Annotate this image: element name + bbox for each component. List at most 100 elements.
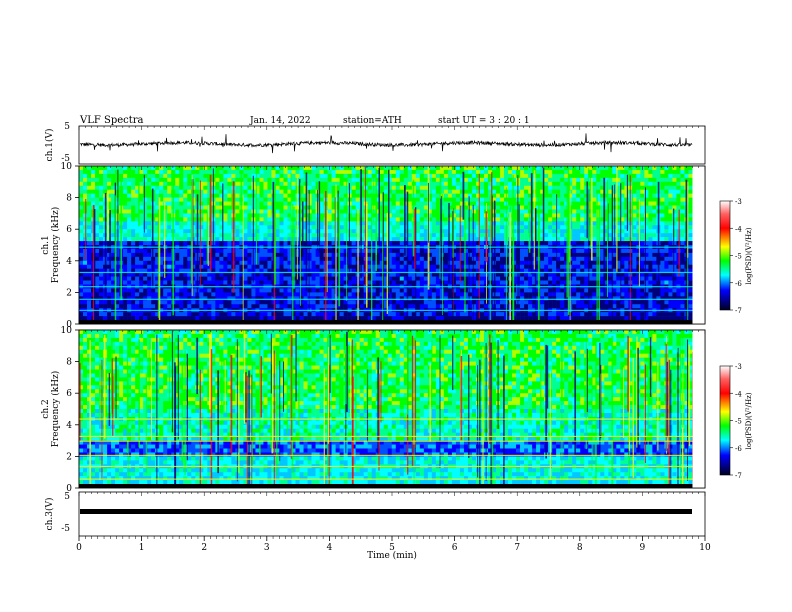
ch1-spec-cell: [155, 169, 160, 175]
ch1-spec-cell: [199, 237, 204, 242]
ch1-spec-cell: [500, 209, 505, 214]
ch1-spec-cell: [291, 292, 296, 297]
ch1-spec-cell: [235, 197, 240, 202]
ch1-spec-cell: [664, 189, 669, 194]
ch1-spec-cell: [163, 177, 168, 183]
ch1-spec-cell: [247, 229, 252, 234]
ch1-spec-cell: [243, 205, 248, 210]
ch1-spec-cell: [267, 260, 272, 266]
ch1-spec-cell: [191, 221, 196, 226]
ch1-spec-cell: [139, 237, 144, 242]
ch1-spec-cell: [395, 166, 401, 171]
ch1-spec-cell: [179, 189, 184, 194]
ch1-spec-cell: [283, 225, 288, 230]
ch1-spec-cell: [123, 264, 128, 269]
ch1-spec-cell: [496, 181, 501, 187]
ch1-spec-cell: [616, 169, 621, 175]
ch1-spec-cell: [447, 221, 453, 226]
ch1-spec-cell: [636, 272, 641, 277]
ch1-spec-cell: [155, 197, 160, 202]
ch1-spec-cell: [255, 276, 260, 281]
ch1-spec-cell: [327, 260, 332, 266]
ch1-spec-cell: [315, 181, 320, 187]
ch1-spec-cell: [584, 173, 589, 179]
ch1-spec-cell: [435, 268, 441, 273]
ch1-spec-cell: [351, 166, 356, 171]
ch1-spec-cell: [620, 193, 625, 198]
ch1-spec-cell: [496, 169, 501, 175]
ch1-spec-cell: [427, 205, 433, 210]
ch1-spec-cell: [199, 189, 204, 194]
ch1-spec-cell: [203, 268, 208, 273]
ch1-spec-cell: [560, 229, 565, 234]
ch1-spec-cell: [423, 241, 429, 246]
ch1-spec-cell: [572, 272, 577, 277]
ch1-spec-cell: [339, 189, 344, 194]
ch1-spec-cell: [443, 189, 449, 194]
ch1-spec-cell: [379, 177, 385, 183]
ch1-spec-cell: [596, 225, 601, 230]
ch1-spec-cell: [155, 177, 160, 183]
ch1-spec-cell: [95, 260, 100, 266]
ch1-spec-cell: [187, 205, 192, 210]
ch1-spec-cell: [624, 272, 629, 277]
ch1-spec-cell: [267, 268, 272, 273]
ch1-spec-cell: [247, 252, 252, 258]
ch1-spec-cell: [111, 237, 116, 242]
ch1-spec-cell: [467, 260, 473, 266]
ch1-spec-cell: [576, 173, 581, 179]
ch1-spec-cell: [111, 197, 116, 202]
ch1-spec-cell: [199, 264, 204, 269]
ch1-spec-cell: [463, 205, 469, 210]
ch1-spec-cell: [203, 173, 208, 179]
ch1-spec-cell: [395, 268, 401, 273]
ch1-spec-cell: [131, 268, 136, 273]
ch1-spec-cell: [399, 185, 405, 190]
ch1-spec-cell: [191, 260, 196, 266]
ch1-spec-cell: [423, 181, 429, 187]
ch1-spec-cell: [239, 264, 244, 269]
ch1-spec-cell: [628, 169, 633, 175]
ch1-spec-cell: [219, 264, 224, 269]
ch1-spec-cell: [680, 209, 685, 214]
ch1-spec-cell: [291, 166, 296, 171]
ch1-spec-cell: [624, 252, 629, 258]
ch1-spec-cell: [155, 260, 160, 266]
ch1-spec-cell: [439, 189, 445, 194]
ch1-spec-cell: [315, 248, 320, 254]
ch1-spec-cell: [311, 248, 316, 254]
ch1-spec-cell: [660, 276, 665, 281]
ch1-spec-cell: [596, 201, 601, 206]
ch1-spec-cell: [640, 185, 645, 190]
ch1-spec-cell: [203, 201, 208, 206]
ch1-spec-cell: [540, 197, 545, 202]
ch1-spec-cell: [419, 185, 425, 190]
ch1-spec-cell: [475, 288, 481, 293]
ch1-spec-cell: [556, 166, 561, 171]
ch1-spec-cell: [219, 189, 224, 194]
ch1-spec-cell: [179, 181, 184, 187]
ch1-spec-cell: [676, 201, 681, 206]
ch1-spec-cell: [640, 237, 645, 242]
ch1-spec-cell: [379, 268, 385, 273]
ch1-spec-cell: [83, 292, 88, 297]
ch1-spec-cell: [83, 189, 88, 194]
ch1-spec-cell: [600, 189, 605, 194]
ch1-spec-cell: [407, 237, 413, 242]
ch1-spec-cell: [576, 166, 581, 171]
ch1-spec-cell: [311, 292, 316, 297]
ch1-spec-cell: [592, 177, 597, 183]
ch1-spec-cell: [664, 276, 669, 281]
ch1-spec-cell: [560, 197, 565, 202]
ch1-spec-cell: [471, 288, 477, 293]
ch1-spec-cell: [524, 201, 529, 206]
ch1-spec-cell: [459, 276, 465, 281]
ch1-spec-cell: [399, 292, 405, 297]
ch1-spec-cell: [584, 248, 589, 254]
ch1-spec-cell: [435, 276, 441, 281]
ch1-spec-cell: [576, 181, 581, 187]
ch1-spec-cell: [524, 252, 529, 258]
ch1-spec-cell: [211, 276, 216, 281]
ch1-spec-cell: [199, 260, 204, 266]
ch1-spec-cell: [311, 288, 316, 293]
